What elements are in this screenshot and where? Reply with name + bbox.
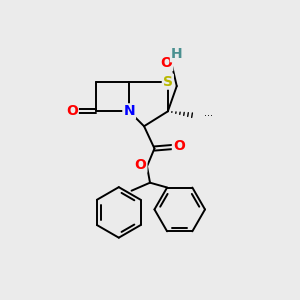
Text: O: O [173,140,185,153]
Text: N: N [123,104,135,118]
Text: H: H [171,47,183,61]
Text: O: O [135,158,146,172]
Text: O: O [66,104,78,118]
Text: O: O [160,56,172,70]
Text: ···: ··· [204,111,213,121]
Text: S: S [163,75,173,88]
